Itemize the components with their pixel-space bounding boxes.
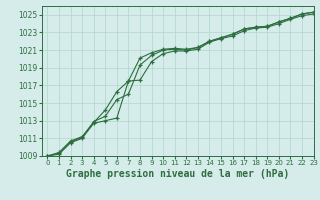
X-axis label: Graphe pression niveau de la mer (hPa): Graphe pression niveau de la mer (hPa) — [66, 169, 289, 179]
